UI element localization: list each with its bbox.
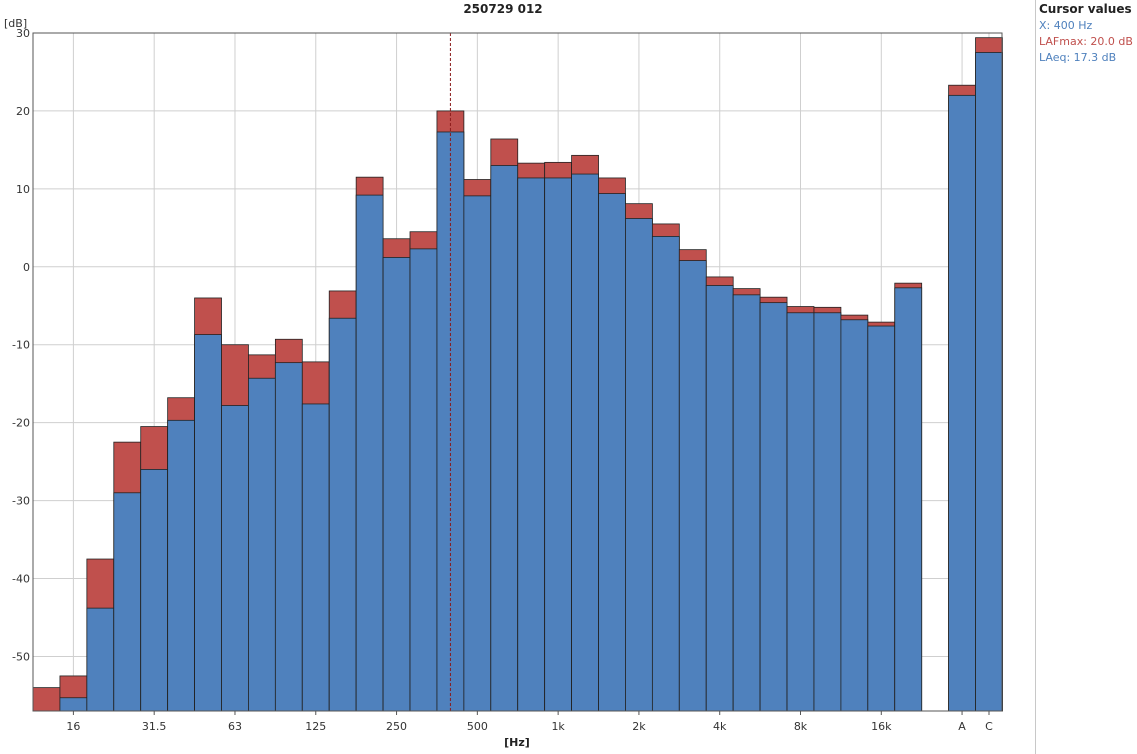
- bar-laeq-125: [301, 403, 330, 712]
- bar-laeq-200: [355, 194, 384, 712]
- cursor-panel-title: Cursor values: [1039, 2, 1132, 16]
- x-tick-label: 8k: [794, 720, 808, 733]
- bar-laeq-20k: [894, 287, 923, 712]
- bar-laeq-8k: [786, 312, 815, 712]
- x-tick-label: 1k: [551, 720, 565, 733]
- bar-laeq-50: [194, 334, 222, 712]
- bar-laeq-250: [382, 257, 411, 712]
- y-tick-label: 0: [23, 261, 30, 274]
- y-tick-label: -50: [12, 650, 30, 663]
- bar-laeq-40: [167, 419, 195, 712]
- x-tick-label: 16: [66, 720, 80, 733]
- y-tick-label: -30: [12, 495, 30, 508]
- bar-laeq-100: [274, 362, 303, 712]
- bar-laeq-1k: [544, 177, 572, 712]
- y-tick-label: -20: [12, 417, 30, 430]
- x-tick-label: 4k: [713, 720, 727, 733]
- x-axis-label: [Hz]: [504, 736, 530, 749]
- bar-laeq-5k: [732, 294, 761, 712]
- bar-lafmax-12.5: [32, 687, 61, 712]
- y-tick-label: -10: [12, 339, 30, 352]
- bar-laeq-3.15k: [678, 260, 707, 712]
- y-tick-label: 30: [16, 27, 30, 40]
- bar-laeq-20: [86, 607, 115, 712]
- bar-laeq-10k: [813, 312, 842, 712]
- cursor-x-value: X: 400 Hz: [1039, 19, 1093, 32]
- bar-laeq-630: [490, 165, 519, 712]
- bar-laeq-25: [113, 492, 142, 712]
- bar-laeq-4k: [705, 285, 734, 712]
- x-tick-label: 31.5: [142, 720, 167, 733]
- bar-laeq-160: [328, 317, 357, 712]
- x-tick-label: A: [958, 720, 966, 733]
- plot-frame: [32, 32, 1003, 712]
- x-tick-label: 500: [467, 720, 488, 733]
- cursor-values-panel: Cursor values X: 400 Hz LAFmax: 20.0 dB …: [1035, 0, 1137, 754]
- y-tick-label: -40: [12, 573, 30, 586]
- cursor-lafmax-value: LAFmax: 20.0 dB: [1039, 35, 1133, 48]
- bars: [32, 37, 1003, 712]
- bar-laeq-A: [948, 94, 976, 712]
- y-tick-label: 10: [16, 183, 30, 196]
- x-tick-labels: 16 31.5 63 125 250 500 1k 2k 4k 8k 16k A C: [66, 711, 993, 733]
- bar-laeq-500: [463, 195, 492, 712]
- bar-laeq-C: [975, 52, 1003, 712]
- chart-title: 250729 012: [463, 2, 542, 16]
- y-tick-labels: 30 20 10 0 -10 -20 -30 -40 -50: [12, 27, 30, 663]
- x-tick-label: 16k: [871, 720, 892, 733]
- x-tick-label: 125: [305, 720, 326, 733]
- spectrum-chart[interactable]: 250729 012 [dB] 30 20 10 0 -10 -20 -30 -40 -50 1…: [0, 0, 1035, 754]
- y-tick-label: 20: [16, 105, 30, 118]
- bar-laeq-1.6k: [598, 193, 626, 712]
- bar-laeq-2.5k: [651, 235, 680, 712]
- x-tick-label: 250: [386, 720, 407, 733]
- bar-laeq-12.5k: [840, 319, 869, 712]
- x-tick-label: 63: [228, 720, 242, 733]
- cursor-laeq-value: LAeq: 17.3 dB: [1039, 51, 1117, 64]
- bar-laeq-6.3k: [759, 302, 788, 712]
- bar-laeq-16: [59, 697, 88, 712]
- x-tick-label: C: [985, 720, 993, 733]
- bar-laeq-1.25k: [571, 173, 599, 712]
- bar-laeq-63: [221, 405, 249, 712]
- bar-laeq-315: [409, 248, 438, 712]
- y-axis-label: [dB]: [4, 17, 27, 30]
- x-tick-label: 2k: [632, 720, 646, 733]
- bar-laeq-16k: [867, 325, 896, 712]
- bar-laeq-2k: [625, 218, 653, 712]
- bar-laeq-31.5: [140, 469, 169, 712]
- bar-laeq-80: [248, 377, 276, 712]
- bar-laeq-800: [517, 177, 546, 712]
